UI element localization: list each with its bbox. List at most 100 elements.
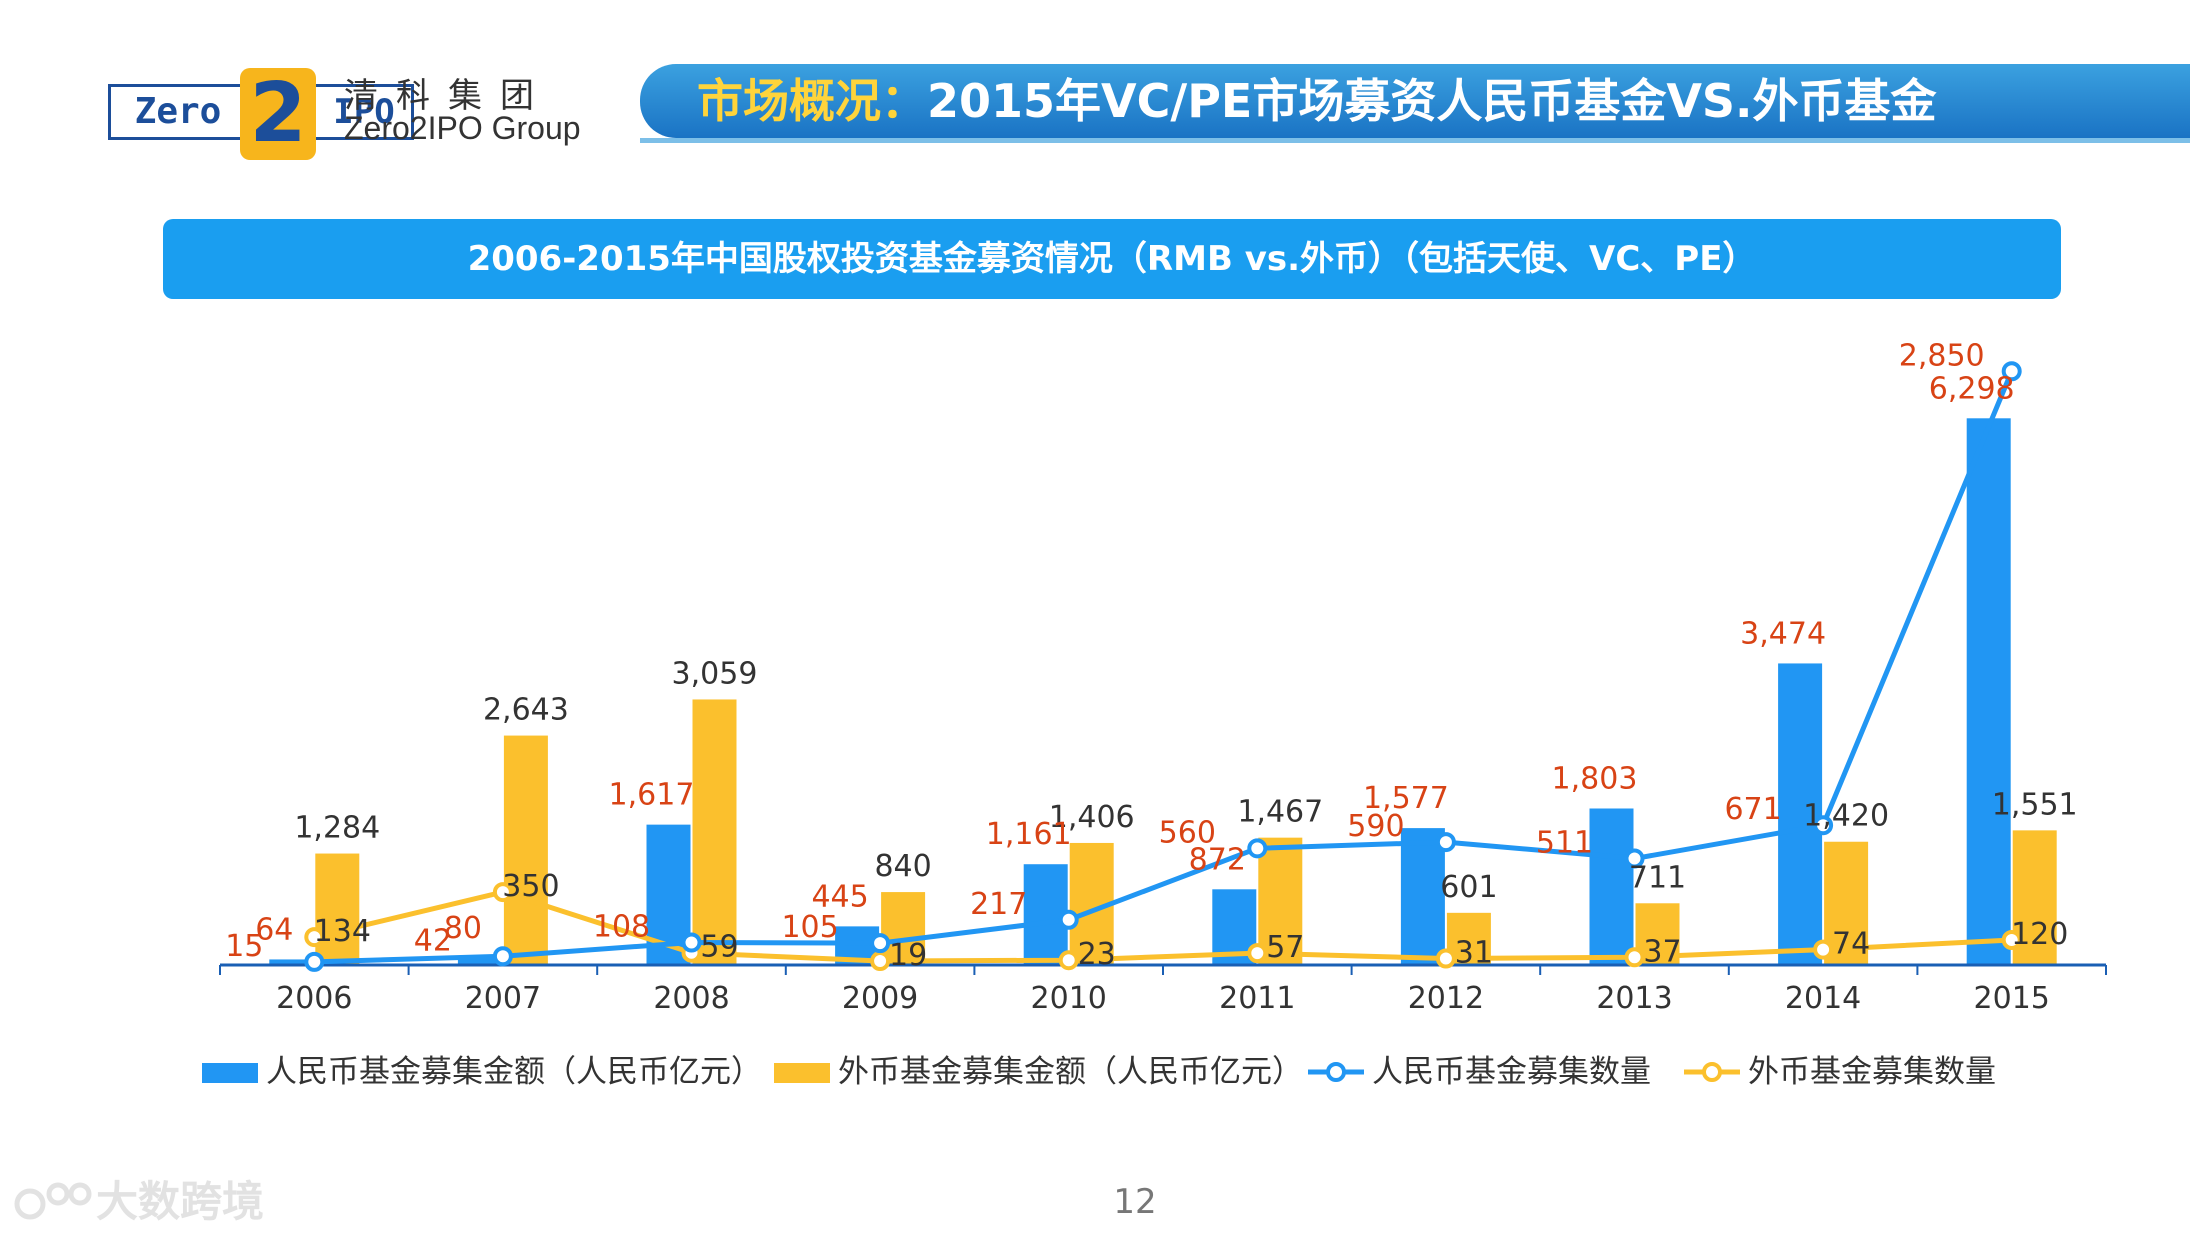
x-tick-label: 2015 xyxy=(1974,981,2050,1016)
foreign-count-point xyxy=(2001,930,2022,950)
rmb-amount-bar xyxy=(457,958,502,965)
fundraising-chart: 2006 2007 2008 2009 2010 2011 2012 2013 2014 2015… xyxy=(219,338,2107,1016)
legend-label: 人民币基金募集数量 xyxy=(1372,1054,1651,1090)
data-label: 64 xyxy=(255,912,293,947)
watermark-logo-icon xyxy=(14,1182,92,1220)
logo-zero-text: Zero xyxy=(134,91,222,132)
rmb-count-point xyxy=(1435,832,1456,853)
foreign-amount-bar xyxy=(881,892,926,965)
legend-label: 外币基金募集数量 xyxy=(1748,1054,1996,1090)
data-label: 120 xyxy=(2011,917,2068,952)
rmb-count-point xyxy=(1058,909,1079,930)
rmb-count-point xyxy=(1247,838,1268,859)
legend-label: 外币基金募集金额（人民币亿元） xyxy=(838,1054,1303,1090)
data-label: 1,803 xyxy=(1552,761,1638,796)
data-label: 1,577 xyxy=(1363,781,1449,816)
x-tick-label: 2009 xyxy=(842,981,918,1016)
data-label: 1,284 xyxy=(294,811,380,846)
x-tick-label: 2012 xyxy=(1408,981,1484,1016)
rmb-count-point xyxy=(681,932,702,953)
rmb-amount-bar xyxy=(1778,663,1823,965)
rmb-count-point xyxy=(492,946,513,967)
x-tick-label: 2011 xyxy=(1219,981,1295,1016)
data-label: 42 xyxy=(414,923,452,958)
page-number: 12 xyxy=(1113,1182,1157,1222)
logo-english-name: Zero2IPO Group xyxy=(344,110,581,146)
rmb-count-point xyxy=(870,933,891,954)
legend-rmb-bar-swatch xyxy=(202,1063,258,1083)
data-label: 590 xyxy=(1347,809,1404,844)
data-label: 3,474 xyxy=(1740,616,1826,651)
rmb-count-point xyxy=(1624,848,1645,869)
data-label: 74 xyxy=(1832,927,1870,962)
data-label: 1,406 xyxy=(1049,800,1135,835)
rmb-amount-bar xyxy=(1400,828,1445,965)
x-tick-label: 2013 xyxy=(1596,981,1672,1016)
data-label: 1,161 xyxy=(986,817,1072,852)
rmb-count-point xyxy=(1813,815,1834,836)
data-label: 57 xyxy=(1266,930,1304,965)
foreign-count-point xyxy=(870,951,891,972)
data-label: 711 xyxy=(1629,860,1686,895)
title-underline xyxy=(640,138,2190,143)
data-label: 105 xyxy=(781,910,838,945)
logo-two-mark: 2 xyxy=(240,68,316,160)
data-label: 872 xyxy=(1189,842,1246,877)
watermark-text: 大数跨境 xyxy=(96,1177,265,1226)
data-label: 6,298 xyxy=(1929,371,2015,406)
foreign-amount-bar xyxy=(503,735,548,965)
data-label: 2,643 xyxy=(483,693,569,728)
rmb-count-point xyxy=(2001,361,2022,382)
logo-ipo-text: IPO xyxy=(333,92,395,132)
foreign-count-point xyxy=(1058,950,1079,971)
data-label: 217 xyxy=(970,887,1027,922)
data-label: 80 xyxy=(444,911,482,946)
data-label: 840 xyxy=(874,849,931,884)
data-label: 23 xyxy=(1078,937,1116,972)
rmb-amount-bar xyxy=(1589,808,1634,965)
data-label: 31 xyxy=(1455,936,1493,971)
legend-foreign-line-swatch xyxy=(1684,1062,1740,1082)
foreign-count-point xyxy=(304,927,325,948)
foreign-count-point xyxy=(492,882,513,903)
legend-rmb-line-swatch xyxy=(1308,1062,1364,1082)
x-tick-label: 2006 xyxy=(276,981,352,1016)
data-label: 671 xyxy=(1724,792,1781,827)
foreign-amount-bar xyxy=(1258,837,1303,965)
data-label: 37 xyxy=(1643,934,1681,969)
data-label: 134 xyxy=(314,914,371,949)
chart-subtitle: 2006-2015年中国股权投资基金募资情况（RMB vs.外币）（包括天使、V… xyxy=(163,219,2061,299)
page-title-main: 2015年VC/PE市场募资人民币基金VS.外币基金 xyxy=(927,74,1937,128)
data-label: 1,617 xyxy=(609,778,695,813)
data-label: 445 xyxy=(811,879,868,914)
watermark: 大数跨境 xyxy=(10,1174,264,1230)
data-label: 1,420 xyxy=(1803,799,1889,834)
rmb-count-point xyxy=(304,951,325,972)
title-bar xyxy=(640,64,2190,138)
page-title: 市场概况：2015年VC/PE市场募资人民币基金VS.外币基金 xyxy=(697,64,1937,138)
x-tick-label: 2014 xyxy=(1785,981,1861,1016)
rmb-count-line xyxy=(314,370,2015,965)
data-label: 15 xyxy=(225,929,263,964)
page-title-prefix: 市场概况： xyxy=(697,74,927,128)
x-tick-label: 2008 xyxy=(653,981,729,1016)
data-label: 1,467 xyxy=(1237,795,1323,830)
foreign-count-point xyxy=(1247,943,1268,964)
foreign-amount-bar xyxy=(692,699,737,965)
data-label: 19 xyxy=(889,938,927,973)
foreign-amount-bar xyxy=(315,853,360,965)
rmb-amount-bar xyxy=(1966,418,2011,966)
rmb-amount-bar xyxy=(269,959,314,965)
legend-foreign-bar-swatch xyxy=(774,1063,830,1083)
legend-label: 人民币基金募集金额（人民币亿元） xyxy=(266,1054,762,1090)
data-label: 108 xyxy=(593,910,650,945)
x-tick-label: 2010 xyxy=(1031,981,1107,1016)
data-label: 59 xyxy=(700,930,738,965)
logo-chinese-name: 清科集团 xyxy=(344,76,552,116)
foreign-count-point xyxy=(1624,947,1645,968)
data-label: 350 xyxy=(502,869,559,904)
foreign-count-point xyxy=(1813,939,1834,960)
zero2ipo-logo: Zero 2 IPO 清科集团 Zero2IPO Group xyxy=(104,68,581,160)
foreign-count-point xyxy=(1435,948,1456,969)
data-label: 1,551 xyxy=(1992,787,2078,822)
